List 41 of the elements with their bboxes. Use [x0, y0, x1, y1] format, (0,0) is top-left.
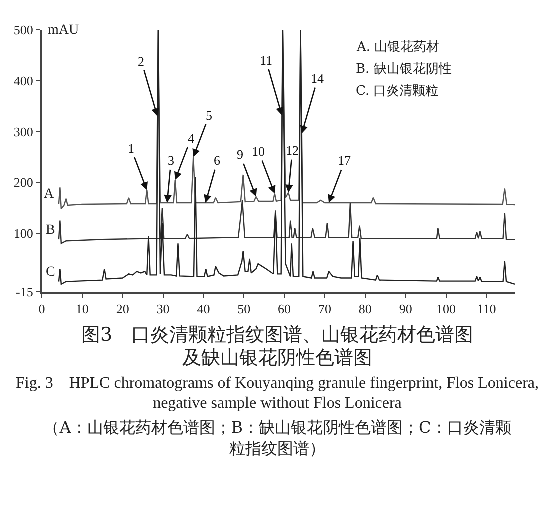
- x-tick-label: 70: [318, 302, 332, 317]
- annotation: 2: [138, 54, 144, 69]
- x-tick-label: 40: [197, 302, 210, 317]
- text: 图3 口炎清颗粒指纹图谱、山银花药材色谱图及缺山银花阴性色谱图: [80, 324, 475, 370]
- x-tick-label: 30: [156, 302, 170, 317]
- text: （A：山银花药材色谱图；B：缺山银花阴性色谱图；C：口炎清颗粒指纹图谱）: [42, 417, 512, 459]
- y-tick-label: 200: [14, 175, 34, 190]
- annotation: 4: [188, 131, 195, 146]
- annotation: 6: [214, 153, 221, 168]
- y-axis-title: mAU: [48, 23, 80, 38]
- x-tick-label: 60: [278, 302, 292, 317]
- annotation: 1: [128, 141, 134, 156]
- x-tick-label: 110: [477, 302, 496, 317]
- x-tick-label: 20: [116, 302, 130, 317]
- x-tick-label: 80: [358, 302, 372, 317]
- y-tick-label: 100: [14, 226, 34, 242]
- text: Fig. 3 HPLC chromatograms of Kouyanqing granule fingerprint, Flos Lonicera, negative sample without Flos Lonicera: [14, 374, 540, 414]
- annotation: 5: [206, 108, 212, 123]
- y-tick-label: 400: [14, 73, 34, 88]
- y-tick-label: 300: [14, 124, 34, 140]
- x-tick-label: 100: [436, 302, 456, 317]
- annotation: 11: [260, 53, 273, 68]
- annotation: B. 缺山银花阴性: [356, 62, 452, 77]
- annotation: 10: [252, 144, 265, 159]
- x-tick-label: 0: [38, 302, 46, 317]
- x-tick-label: 50: [238, 302, 251, 317]
- annotation: 3: [168, 153, 174, 168]
- series-label: B: [46, 223, 56, 238]
- annotation: 12: [286, 143, 299, 158]
- annotation: A. 山银花药材: [356, 40, 440, 55]
- series-label: C: [46, 265, 56, 280]
- y-tick-label: -15: [16, 284, 34, 300]
- annotation: 9: [237, 147, 244, 162]
- x-tick-label: 10: [76, 302, 89, 317]
- annotation: C. 口炎清颗粒: [356, 84, 439, 99]
- y-tick-label: 500: [14, 22, 34, 38]
- x-tick-label: 90: [399, 302, 412, 317]
- line-series: [58, 200, 515, 244]
- annotation: 14: [311, 71, 324, 86]
- series-label: A: [44, 187, 55, 202]
- annotation: 17: [338, 153, 352, 168]
